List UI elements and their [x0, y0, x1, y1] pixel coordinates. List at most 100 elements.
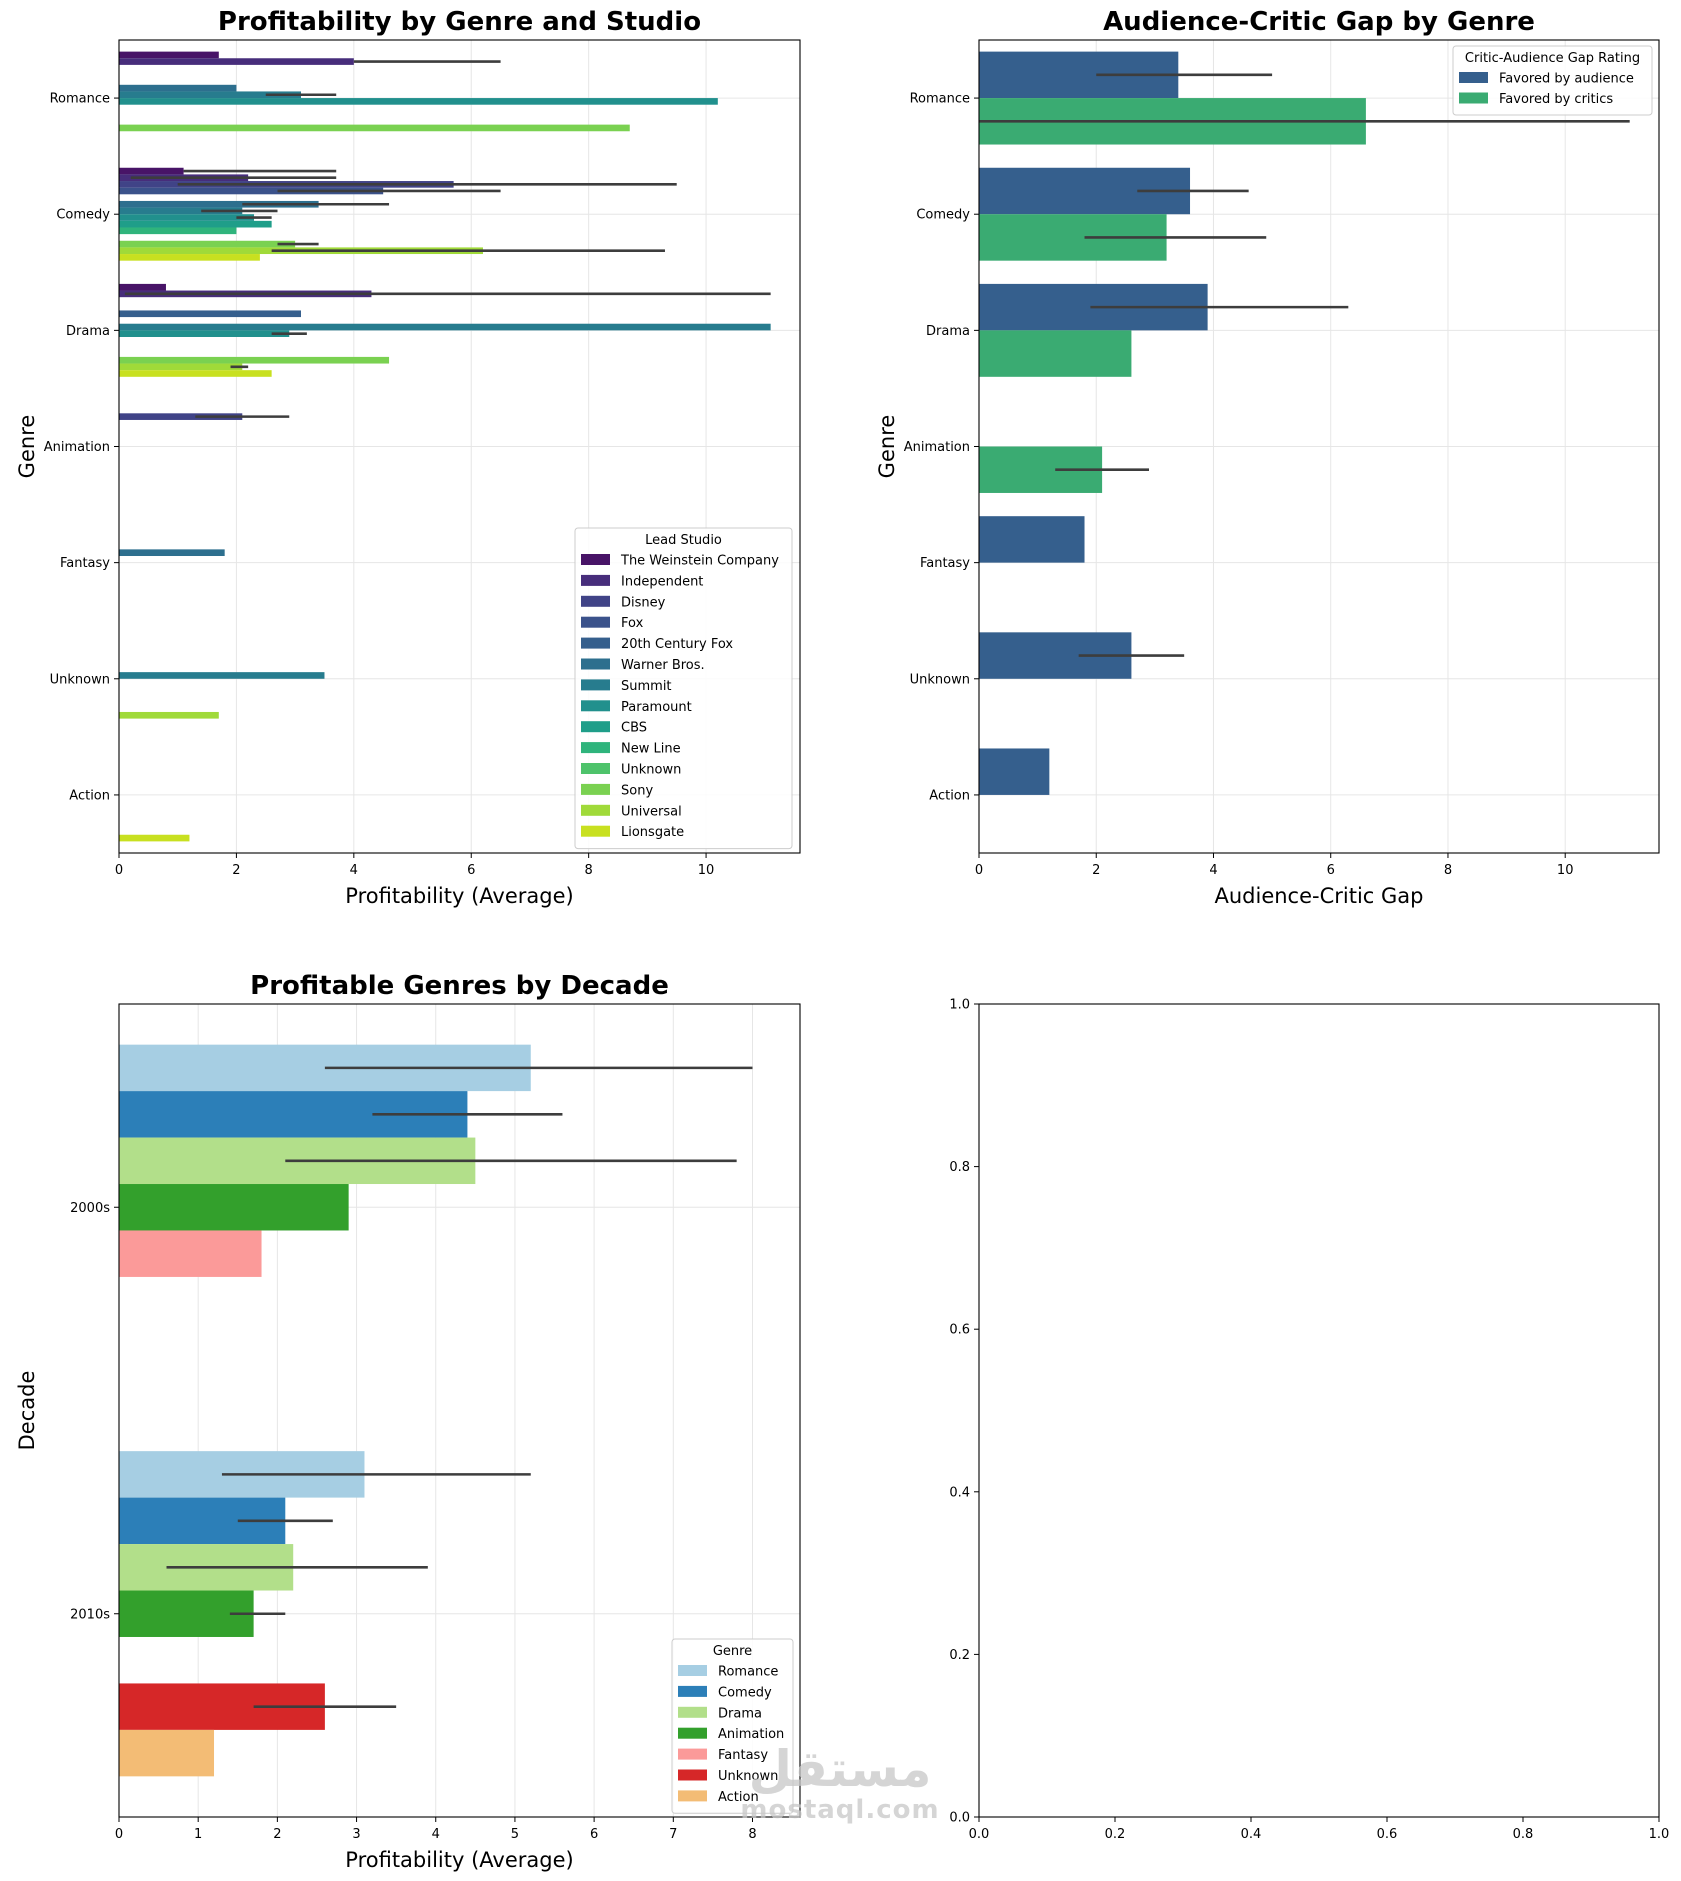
x-axis-label: Profitability (Average) [345, 1848, 573, 1872]
legend-label-comedy: Comedy [718, 1685, 772, 1700]
x-tick-label: 1 [194, 1827, 202, 1842]
x-tick-label: 6 [467, 863, 475, 878]
bar-the-weinstein-company-drama [119, 283, 166, 291]
legend: Lead Studio The Weinstein Company Independ… [574, 527, 793, 850]
y-tick-label: 0.8 [949, 1160, 970, 1175]
bar-warner-bros-fantasy [119, 549, 225, 557]
legend-label-summit: Summit [621, 679, 672, 694]
bar-sony-romance [119, 124, 630, 132]
legend-title: Lead Studio [645, 533, 722, 548]
legend-swatch-drama [678, 1706, 707, 1718]
y-tick-label: Action [929, 788, 970, 803]
x-tick-label: 10 [1557, 863, 1574, 878]
x-tick-label: 6 [590, 1827, 598, 1842]
legend-swatch-sony [581, 783, 610, 795]
legend-swatch-unknown [581, 763, 610, 774]
legend-label-fantasy: Fantasy [718, 1748, 768, 1763]
y-axis-label: Genre [15, 415, 39, 479]
legend-label-unknown: Unknown [621, 763, 681, 778]
legend-swatch-comedy [678, 1685, 707, 1697]
y-axis: 2000s 2010s [70, 1201, 119, 1622]
legend-label-lionsgate: Lionsgate [621, 825, 684, 840]
x-tick-label: 0 [115, 863, 123, 878]
y-axis: Romance Comedy Drama Animation Fantasy Unknow… [904, 92, 979, 803]
x-tick-label: 0.2 [1105, 1827, 1126, 1842]
chart-3: 0 1 2 3 4 5 6 7 8 2000s 2010s Profitable Genres by … [15, 971, 801, 1872]
x-tick-label: 10 [698, 863, 715, 878]
x-tick-label: 2 [232, 863, 240, 878]
x-tick-label: 6 [1327, 863, 1335, 878]
bar-favored-by-audience-action [979, 748, 1050, 795]
y-tick-label: 0.2 [949, 1648, 970, 1663]
legend-label-new-line: New Line [621, 742, 681, 757]
bar-sony-comedy [119, 240, 296, 248]
legend-label-favored-by-audience: Favored by audience [1499, 72, 1634, 87]
bar-fantasy-2000s [119, 1230, 262, 1277]
y-tick-label: Fantasy [60, 556, 110, 571]
legend-label-fox: Fox [621, 616, 644, 631]
x-tick-label: 8 [748, 1827, 756, 1842]
y-tick-label: Drama [66, 324, 110, 339]
legend-box [1452, 45, 1653, 116]
bar-universal-unknown [119, 711, 219, 719]
bar-disney-animation [119, 413, 243, 420]
legend-swatch-disney [581, 595, 610, 607]
bar-animation-2000s [119, 1184, 349, 1231]
bar-the-weinstein-company-comedy [119, 167, 184, 175]
bars [119, 1044, 753, 1777]
legend-label-warner-bros: Warner Bros. [621, 658, 705, 673]
y-axis: 0.0 0.2 0.4 0.6 0.8 1.0 [949, 998, 979, 1826]
axes-frame [118, 1003, 801, 1818]
x-axis: 0.0 0.2 0.4 0.6 0.8 1.0 [969, 1817, 1669, 1842]
legend-box [574, 527, 793, 850]
legend-label-sony: Sony [621, 783, 653, 798]
legend-label-favored-by-critics: Favored by critics [1499, 92, 1613, 107]
y-tick-label: 0.0 [949, 1811, 970, 1826]
bar-cbs-comedy [119, 220, 272, 228]
legend-swatch-new-line [581, 742, 610, 754]
bar-summit-comedy [119, 207, 243, 215]
x-tick-label: 0.8 [1513, 1827, 1534, 1842]
legend-swatch-the-weinstein-company [581, 554, 610, 565]
bar-warner-bros-romance [119, 84, 237, 92]
bar-independent-romance [119, 58, 354, 65]
y-tick-label: 0.6 [949, 1323, 970, 1338]
legend-swatch-lionsgate [581, 825, 610, 837]
x-tick-label: 3 [352, 1827, 360, 1842]
legend-label-cbs: CBS [621, 721, 647, 736]
bar-sony-drama [119, 356, 390, 364]
y-tick-label: 0.4 [949, 1485, 970, 1500]
bar-the-weinstein-company-romance [119, 51, 219, 59]
legend: Critic-Audience Gap Rating Favored by aud… [1452, 45, 1653, 116]
y-tick-label: Unknown [50, 672, 110, 687]
bar-universal-drama [119, 363, 243, 371]
bar-paramount-comedy [119, 214, 255, 221]
bar-fox-comedy [119, 187, 384, 195]
chart-title: Profitability by Genre and Studio [218, 7, 701, 37]
legend-swatch-fantasy [678, 1748, 707, 1760]
x-tick-label: 0 [975, 863, 983, 878]
x-axis-label: Profitability (Average) [345, 884, 573, 908]
y-tick-label: 2000s [70, 1201, 110, 1216]
bar-20th-century-fox-drama [119, 310, 301, 318]
bar-favored-by-critics-drama [979, 330, 1132, 377]
chart-1: 0 2 4 6 8 10 Romance Comedy Drama Animation Fantas… [15, 7, 801, 908]
legend-swatch-animation [678, 1727, 707, 1739]
x-tick-label: 8 [1444, 863, 1452, 878]
x-axis: 0 2 4 6 8 10 [115, 853, 714, 878]
x-tick-label: 4 [1209, 863, 1217, 878]
bar-action-2010s [119, 1729, 215, 1777]
chart-title: Profitable Genres by Decade [250, 971, 669, 1001]
x-tick-label: 7 [669, 1827, 677, 1842]
y-tick-label: Comedy [56, 208, 110, 223]
y-tick-label: Drama [926, 324, 970, 339]
bar-summit-unknown [119, 672, 325, 679]
y-tick-label: Romance [50, 92, 110, 107]
bar-paramount-drama [119, 330, 290, 337]
legend-swatch-warner-bros [581, 658, 610, 670]
x-tick-label: 2 [1092, 863, 1100, 878]
bar-summit-romance [119, 91, 301, 99]
bar-summit-drama [119, 323, 771, 331]
bar-lionsgate-comedy [119, 254, 260, 261]
